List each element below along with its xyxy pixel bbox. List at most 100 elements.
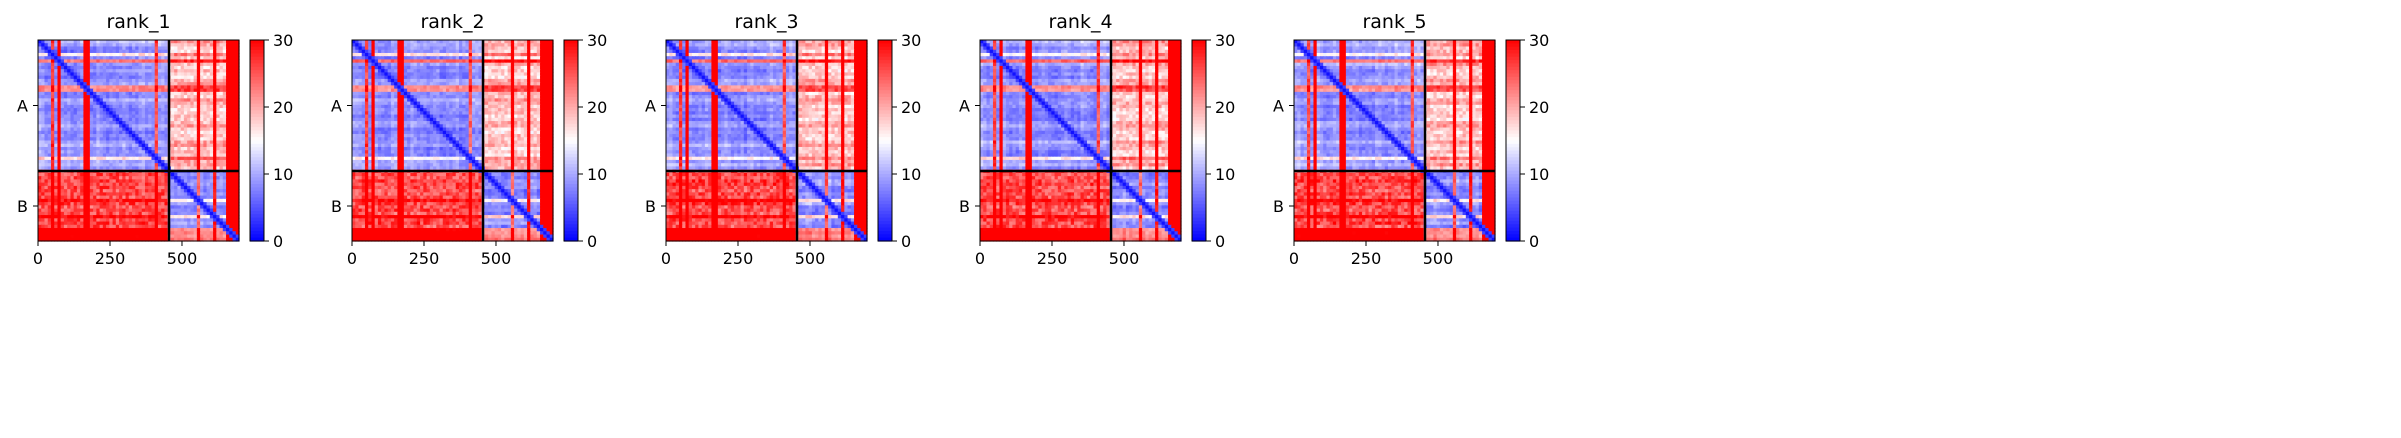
heatmap-cell	[38, 202, 42, 206]
heatmap-cell	[200, 156, 204, 161]
heatmap-cell	[115, 140, 120, 145]
heatmap-cell	[229, 108, 234, 112]
heatmap-cell	[125, 40, 130, 44]
heatmap-cell	[180, 159, 185, 164]
heatmap-cell	[193, 140, 198, 145]
heatmap-cell	[96, 62, 101, 67]
heatmap-cell	[96, 49, 101, 54]
heatmap-cell	[73, 69, 78, 74]
heatmap-cell	[232, 69, 237, 74]
heatmap-cell	[57, 130, 62, 135]
heatmap-cell	[206, 43, 211, 48]
colorbar-tick-label: 10	[273, 165, 293, 184]
heatmap-cell	[164, 146, 169, 151]
heatmap-cell	[109, 117, 114, 122]
heatmap-cell	[203, 185, 208, 190]
heatmap-cell	[44, 127, 49, 132]
heatmap-cell	[141, 140, 146, 145]
heatmap-cell	[206, 72, 211, 77]
heatmap-cell	[70, 159, 75, 164]
heatmap-cell	[183, 43, 188, 48]
heatmap-cell	[206, 85, 211, 90]
heatmap-cell	[232, 65, 237, 70]
heatmap-cell	[128, 189, 133, 193]
heatmap-cell	[112, 65, 117, 70]
heatmap-cell	[196, 69, 201, 74]
heatmap-cell	[122, 101, 127, 106]
heatmap-cell	[203, 82, 208, 86]
heatmap-cell	[89, 40, 94, 44]
heatmap-cell	[50, 185, 55, 190]
heatmap-cell	[187, 75, 191, 80]
heatmap-cell	[93, 172, 97, 177]
heatmap-cell	[200, 59, 204, 64]
heatmap-cell	[122, 108, 127, 112]
heatmap-cell	[125, 143, 130, 148]
heatmap-cell	[177, 82, 182, 86]
heatmap-cell	[170, 46, 175, 51]
heatmap-cell	[54, 98, 59, 103]
heatmap-cell	[41, 114, 46, 119]
heatmap-cell	[170, 143, 175, 148]
heatmap-cell	[190, 137, 195, 142]
heatmap-cell	[41, 153, 46, 158]
heatmap-cell	[80, 134, 84, 138]
heatmap-cell	[115, 78, 120, 83]
heatmap-cell	[102, 198, 107, 203]
heatmap-cell	[135, 78, 140, 83]
heatmap-cell	[154, 140, 159, 145]
heatmap-cell	[122, 159, 127, 164]
heatmap-cell	[86, 95, 91, 99]
heatmap-cell	[174, 56, 178, 61]
heatmap-cell	[216, 163, 221, 168]
heatmap-cells	[38, 40, 240, 242]
heatmap-cell	[187, 146, 191, 151]
heatmap-cell	[76, 185, 81, 190]
heatmap-cell	[157, 150, 162, 155]
heatmap-cell	[96, 108, 101, 112]
heatmap-cell	[222, 189, 227, 193]
heatmap-cell	[148, 195, 153, 200]
heatmap-cell	[109, 159, 114, 164]
heatmap-cell	[38, 146, 42, 151]
heatmap-cell	[44, 176, 49, 180]
heatmap-cell	[57, 52, 62, 57]
heatmap-cell	[132, 150, 136, 155]
heatmap-cell	[174, 85, 178, 90]
heatmap-cell	[73, 88, 78, 93]
heatmap-cell	[196, 189, 201, 193]
heatmap-cell	[141, 134, 146, 138]
heatmap-cell	[80, 88, 84, 93]
heatmap-cell	[196, 72, 201, 77]
heatmap-cell	[213, 195, 217, 200]
heatmap-cell	[200, 172, 204, 177]
heatmap-cell	[154, 98, 159, 103]
heatmap-cell	[203, 62, 208, 67]
heatmap-cell	[86, 65, 91, 70]
heatmap-cell	[44, 72, 49, 77]
heatmap-cell	[190, 192, 195, 197]
heatmap-cell	[47, 104, 52, 109]
heatmap-cell	[41, 52, 46, 57]
heatmap-cell	[112, 111, 117, 116]
heatmap-cell	[174, 65, 178, 70]
heatmap-cell	[177, 176, 182, 180]
heatmap-cell	[99, 143, 104, 148]
heatmap-cell	[41, 124, 46, 129]
heatmap-cell	[109, 176, 114, 180]
heatmap-cell	[196, 202, 201, 206]
heatmap-cell	[50, 108, 55, 112]
heatmap-cell	[183, 198, 188, 203]
heatmap-cell	[170, 166, 175, 171]
heatmap-cell	[157, 62, 162, 67]
heatmap-cell	[235, 88, 240, 93]
heatmap-cell	[187, 56, 191, 61]
heatmap-cell	[70, 111, 75, 116]
heatmap-cell	[93, 150, 97, 155]
heatmap-cell	[154, 134, 159, 138]
heatmap-cell	[119, 108, 123, 112]
heatmap-cell	[141, 153, 146, 158]
heatmap-cell	[67, 134, 72, 138]
heatmap-cell	[154, 153, 159, 158]
heatmap-cell	[41, 156, 46, 161]
